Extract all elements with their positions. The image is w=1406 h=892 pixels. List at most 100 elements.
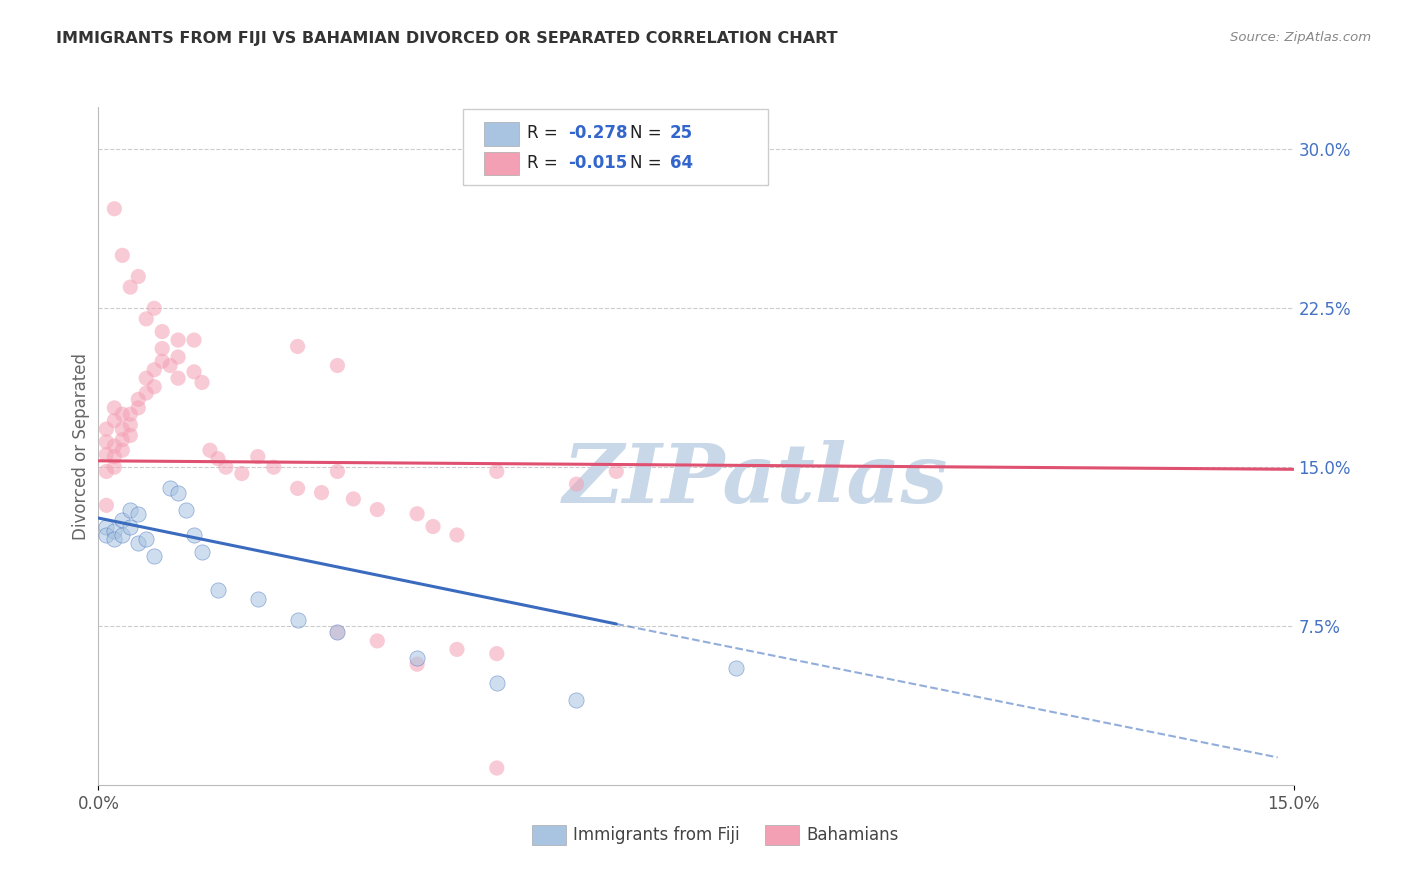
- Point: [143, 301, 166, 316]
- Point: [103, 401, 125, 415]
- Point: [111, 433, 134, 447]
- FancyBboxPatch shape: [485, 152, 519, 175]
- Point: [422, 519, 444, 533]
- Point: [135, 532, 157, 546]
- Text: 25: 25: [669, 124, 693, 143]
- Point: [111, 513, 134, 527]
- Point: [311, 485, 333, 500]
- Point: [127, 536, 149, 550]
- Point: [183, 333, 205, 347]
- Text: 64: 64: [669, 153, 693, 171]
- Point: [150, 342, 173, 356]
- Point: [103, 460, 125, 475]
- Point: [366, 633, 388, 648]
- Point: [150, 354, 173, 368]
- Point: [446, 528, 468, 542]
- Point: [120, 519, 142, 533]
- Point: [406, 507, 429, 521]
- Point: [120, 428, 142, 442]
- Point: [326, 625, 349, 640]
- Point: [127, 269, 149, 284]
- Point: [127, 507, 149, 521]
- Text: Immigrants from Fiji: Immigrants from Fiji: [572, 826, 740, 844]
- Point: [120, 280, 142, 294]
- Point: [215, 460, 238, 475]
- Point: [167, 333, 190, 347]
- Point: [167, 371, 190, 385]
- FancyBboxPatch shape: [485, 122, 519, 145]
- Point: [96, 519, 118, 533]
- Point: [167, 485, 190, 500]
- Point: [120, 407, 142, 421]
- Point: [287, 482, 309, 496]
- Point: [485, 647, 508, 661]
- FancyBboxPatch shape: [463, 109, 768, 185]
- Point: [565, 477, 588, 491]
- Point: [103, 450, 125, 464]
- Text: Source: ZipAtlas.com: Source: ZipAtlas.com: [1230, 31, 1371, 45]
- Text: Bahamians: Bahamians: [806, 826, 898, 844]
- Point: [96, 448, 118, 462]
- Point: [111, 248, 134, 262]
- Point: [103, 202, 125, 216]
- Point: [246, 450, 269, 464]
- Point: [605, 464, 627, 478]
- FancyBboxPatch shape: [533, 825, 565, 846]
- Point: [159, 359, 181, 373]
- Point: [111, 443, 134, 458]
- FancyBboxPatch shape: [765, 825, 799, 846]
- Point: [96, 464, 118, 478]
- Point: [191, 545, 214, 559]
- Point: [111, 407, 134, 421]
- Text: N =: N =: [630, 124, 666, 143]
- Point: [143, 363, 166, 377]
- Point: [246, 591, 269, 606]
- Point: [326, 625, 349, 640]
- Point: [565, 693, 588, 707]
- Point: [485, 761, 508, 775]
- Point: [127, 392, 149, 407]
- Point: [287, 613, 309, 627]
- Point: [406, 651, 429, 665]
- Point: [103, 532, 125, 546]
- Point: [724, 661, 747, 675]
- Text: -0.015: -0.015: [568, 153, 627, 171]
- Y-axis label: Divorced or Separated: Divorced or Separated: [72, 352, 90, 540]
- Point: [198, 443, 221, 458]
- Point: [326, 359, 349, 373]
- Point: [143, 380, 166, 394]
- Point: [143, 549, 166, 564]
- Point: [342, 491, 364, 506]
- Point: [191, 376, 214, 390]
- Point: [127, 401, 149, 415]
- Point: [366, 502, 388, 516]
- Point: [96, 434, 118, 449]
- Point: [135, 371, 157, 385]
- Point: [406, 657, 429, 672]
- Text: R =: R =: [527, 124, 564, 143]
- Point: [111, 528, 134, 542]
- Point: [120, 417, 142, 432]
- Point: [135, 312, 157, 326]
- Point: [159, 482, 181, 496]
- Point: [96, 422, 118, 436]
- Point: [103, 524, 125, 538]
- Point: [111, 422, 134, 436]
- Text: R =: R =: [527, 153, 564, 171]
- Point: [174, 502, 197, 516]
- Point: [207, 451, 229, 466]
- Point: [231, 467, 253, 481]
- Text: -0.278: -0.278: [568, 124, 627, 143]
- Point: [446, 642, 468, 657]
- Point: [120, 502, 142, 516]
- Point: [103, 439, 125, 453]
- Point: [263, 460, 285, 475]
- Point: [485, 464, 508, 478]
- Point: [183, 528, 205, 542]
- Point: [96, 528, 118, 542]
- Point: [207, 583, 229, 598]
- Text: ZIPatlas: ZIPatlas: [562, 440, 949, 520]
- Point: [96, 498, 118, 512]
- Point: [183, 365, 205, 379]
- Text: IMMIGRANTS FROM FIJI VS BAHAMIAN DIVORCED OR SEPARATED CORRELATION CHART: IMMIGRANTS FROM FIJI VS BAHAMIAN DIVORCE…: [56, 31, 838, 46]
